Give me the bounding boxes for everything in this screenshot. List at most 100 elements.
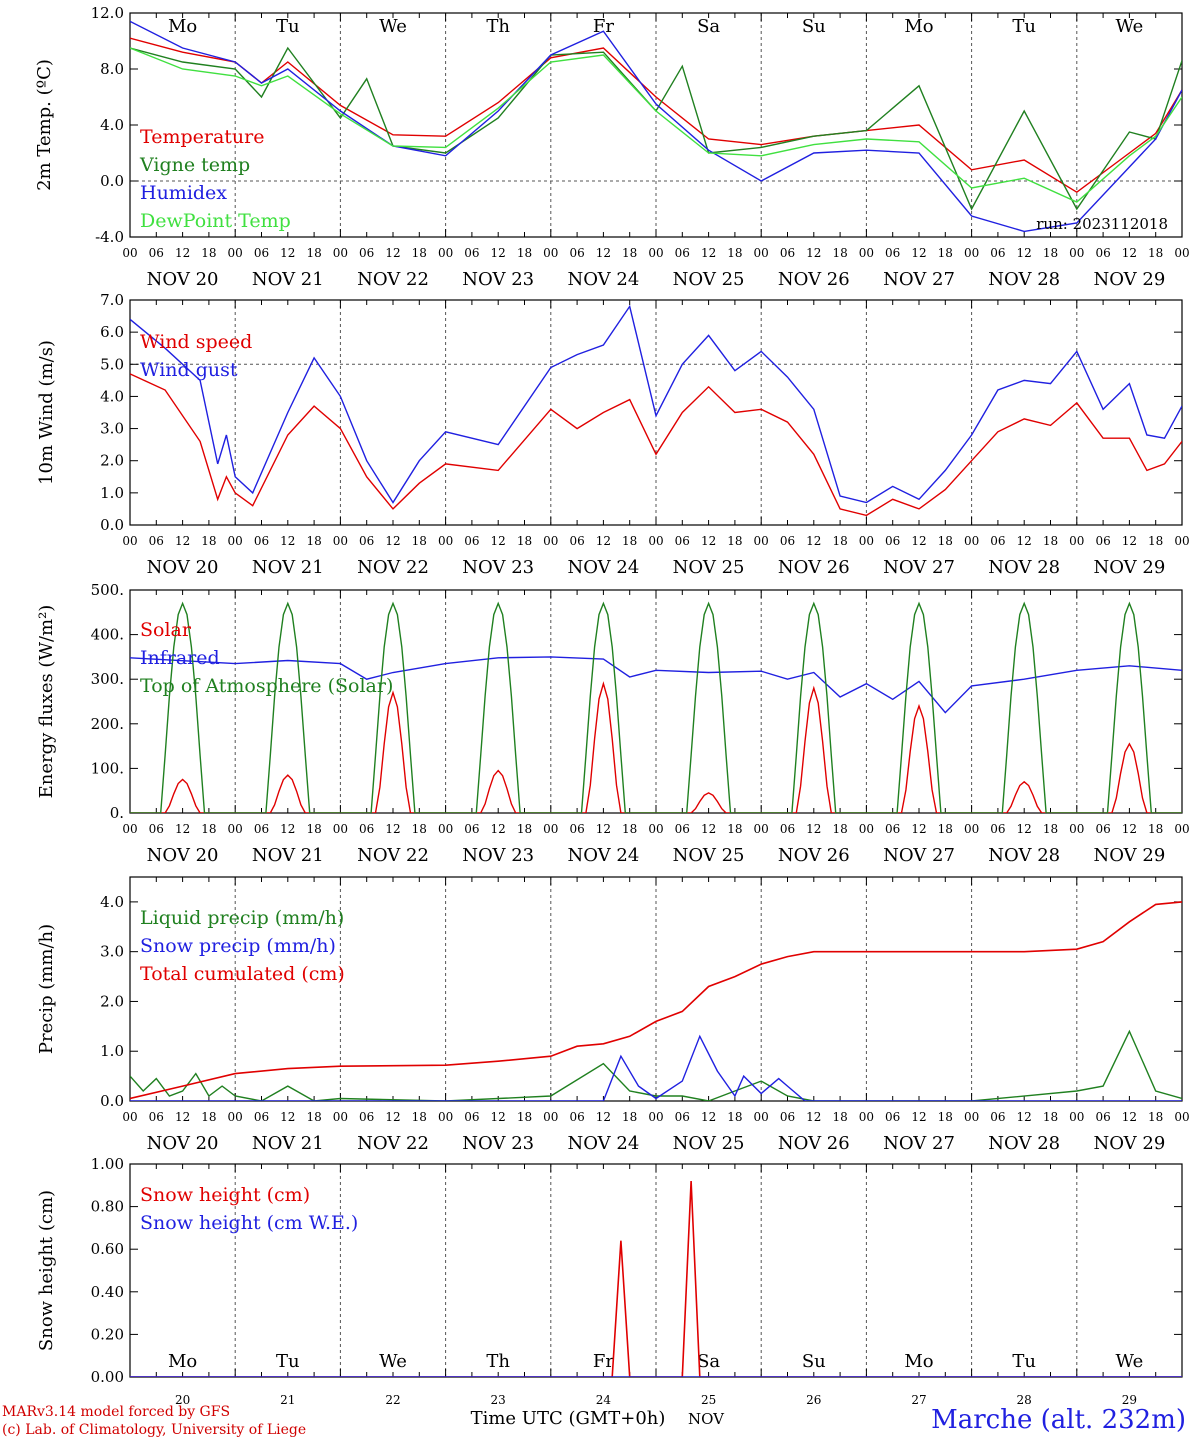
hour-tick-label: 00 (333, 534, 348, 548)
hour-tick-label: 06 (1095, 534, 1110, 548)
hour-tick-label: 12 (491, 534, 506, 548)
hour-tick-label: 18 (412, 822, 427, 836)
hour-tick-label: 18 (306, 1110, 321, 1124)
day-label: NOV 22 (357, 269, 429, 290)
hour-tick-label: 06 (1095, 246, 1110, 260)
y-axis-title: Snow height (cm) (36, 1190, 57, 1351)
hour-tick-label: 06 (254, 822, 269, 836)
hour-tick-label: 06 (675, 246, 690, 260)
series-line-3 (130, 601, 1182, 813)
hour-tick-label: 00 (859, 246, 874, 260)
hour-tick-label: 12 (175, 1110, 190, 1124)
weekday-label: Mo (168, 1351, 197, 1372)
day-label: NOV 24 (567, 557, 639, 578)
hour-tick-label: 12 (911, 534, 926, 548)
series-group (130, 20, 1182, 233)
hour-tick-label: 06 (464, 534, 479, 548)
hour-tick-label: 06 (675, 534, 690, 548)
day-label: NOV 28 (988, 845, 1060, 866)
hour-tick-label: 00 (964, 822, 979, 836)
hour-tick-label: 00 (1069, 534, 1084, 548)
series-line-1 (130, 1180, 1182, 1377)
panel-2: 0.0 1.0 2.0 3.0 4.0 5.0 6.0 7.0 10m Wind (m/s) 00… (36, 291, 1190, 578)
weekday-label: Mo (168, 16, 197, 37)
hour-tick-label: 12 (175, 534, 190, 548)
day-number-label: 22 (385, 1393, 400, 1407)
hour-tick-label: 18 (1148, 822, 1163, 836)
hour-tick-label: 18 (1148, 1110, 1163, 1124)
hour-tick-label: 18 (832, 822, 847, 836)
hour-tick-label: 00 (122, 246, 137, 260)
hour-tick-label: 00 (859, 534, 874, 548)
hour-tick-label: 06 (1095, 1110, 1110, 1124)
hour-tick-label: 12 (701, 1110, 716, 1124)
series-line-2 (130, 1034, 1182, 1101)
y-tick-label: 200. (91, 715, 124, 733)
hour-tick-label: 06 (464, 822, 479, 836)
hour-tick-label: 12 (491, 822, 506, 836)
hour-tick-label: 18 (727, 534, 742, 548)
day-label: NOV 21 (252, 1133, 324, 1154)
day-label: NOV 26 (778, 557, 850, 578)
weekday-label: Su (802, 16, 826, 37)
hour-tick-label: 06 (254, 246, 269, 260)
hour-tick-label: 18 (938, 534, 953, 548)
day-label: NOV 23 (462, 557, 534, 578)
weekday-label: We (379, 1351, 407, 1372)
hour-tick-label: 06 (780, 534, 795, 548)
hour-tick-label: 12 (1122, 534, 1137, 548)
hour-tick-label: 00 (648, 534, 663, 548)
time-axis-title: Time UTC (GMT+0h) (471, 1408, 666, 1429)
series-line-4 (130, 47, 1182, 203)
y-tick-label: 4.0 (100, 387, 124, 405)
weekday-label: Fr (593, 1351, 614, 1372)
day-label: NOV 21 (252, 557, 324, 578)
panel-5: 0.00 0.20 0.40 0.60 0.80 1.00 Snow height (cm)… (36, 1155, 1183, 1407)
y-tick-label: 0.80 (91, 1198, 124, 1216)
hour-tick-label: 00 (964, 246, 979, 260)
series-line-3 (130, 20, 1182, 233)
hour-tick-label: 18 (1043, 534, 1058, 548)
hour-tick-label: 00 (754, 1110, 769, 1124)
hour-tick-label: 00 (859, 822, 874, 836)
series-group (130, 304, 1182, 517)
day-number-label: 21 (280, 1393, 295, 1407)
weekday-label: Su (802, 1351, 826, 1372)
hour-tick-label: 00 (648, 822, 663, 836)
hour-tick-label: 18 (622, 822, 637, 836)
hour-tick-label: 18 (306, 822, 321, 836)
y-tick-label: 0.0 (100, 1092, 124, 1110)
hour-tick-label: 06 (359, 822, 374, 836)
hour-tick-label: 18 (832, 534, 847, 548)
y-axis-title: 2m Temp. (ºC) (34, 59, 55, 191)
hour-tick-label: 00 (1174, 822, 1189, 836)
hour-tick-label: 06 (885, 1110, 900, 1124)
hour-tick-label: 18 (517, 1110, 532, 1124)
panels: -4.0 0.0 4.0 8.0 12.0 2m Temp. (ºC) 00 06 12 18 00… (34, 4, 1190, 1407)
hour-tick-label: 06 (569, 246, 584, 260)
hour-tick-label: 18 (727, 246, 742, 260)
hour-tick-label: 12 (911, 822, 926, 836)
series-group (130, 901, 1182, 1101)
hour-tick-label: 18 (938, 822, 953, 836)
y-tick-label: 2.0 (100, 992, 124, 1010)
day-number-label: 20 (175, 1393, 190, 1407)
hour-tick-label: 12 (280, 534, 295, 548)
day-label: NOV 26 (778, 269, 850, 290)
hour-tick-label: 18 (1148, 534, 1163, 548)
hour-tick-label: 18 (1148, 246, 1163, 260)
hour-tick-label: 06 (569, 534, 584, 548)
legend-entry: DewPoint Temp (140, 210, 291, 232)
plot-frame (129, 589, 1183, 814)
y-tick-label: 1.0 (100, 484, 124, 502)
day-label: NOV 24 (567, 1133, 639, 1154)
model-credit-line1: MARv3.14 model forced by GFS (2, 1404, 230, 1420)
hour-tick-label: 12 (280, 246, 295, 260)
y-tick-label: 6.0 (100, 323, 124, 341)
day-label: NOV 25 (673, 845, 745, 866)
y-tick-label: 2.0 (100, 452, 124, 470)
y-tick-label: 0.60 (91, 1240, 124, 1258)
y-tick-label: 0.0 (100, 172, 124, 190)
legend-entry: Snow height (cm W.E.) (140, 1212, 358, 1234)
